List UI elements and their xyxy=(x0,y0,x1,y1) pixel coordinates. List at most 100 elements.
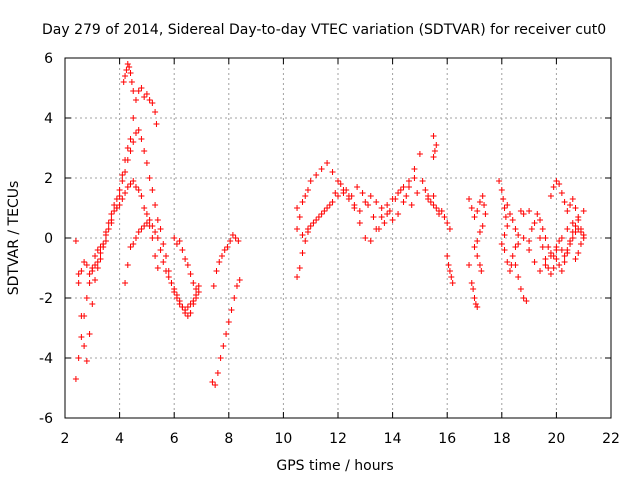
data-point xyxy=(356,220,363,226)
data-point xyxy=(83,262,90,268)
data-point xyxy=(122,280,129,286)
data-point xyxy=(564,208,571,214)
data-point xyxy=(294,205,301,211)
x-tick-label: 16 xyxy=(438,431,456,447)
data-point xyxy=(75,271,82,277)
data-point xyxy=(335,193,341,199)
data-point xyxy=(515,241,522,247)
data-point xyxy=(427,199,434,205)
data-point xyxy=(362,199,369,205)
data-point xyxy=(466,196,473,202)
data-point xyxy=(119,196,126,202)
data-point xyxy=(520,295,527,301)
series-sat-k xyxy=(430,133,440,160)
data-point xyxy=(143,220,150,226)
data-point xyxy=(542,262,549,268)
data-point xyxy=(92,253,99,259)
data-point xyxy=(411,166,418,172)
data-point xyxy=(556,238,563,244)
data-point xyxy=(389,217,396,223)
data-point xyxy=(187,310,194,316)
data-point xyxy=(354,184,361,190)
data-point xyxy=(545,244,552,250)
data-point xyxy=(520,211,527,217)
data-point xyxy=(343,187,350,193)
y-tick-label: -6 xyxy=(39,411,53,427)
data-point xyxy=(135,187,142,193)
data-point xyxy=(545,265,552,271)
data-point xyxy=(397,187,404,193)
data-point xyxy=(537,217,544,223)
data-point xyxy=(515,232,522,238)
data-point xyxy=(111,202,118,208)
data-point xyxy=(146,175,153,181)
data-point xyxy=(224,244,231,250)
data-point xyxy=(223,331,230,337)
data-point xyxy=(356,208,363,214)
data-point xyxy=(152,229,159,235)
data-point xyxy=(501,247,508,253)
data-point xyxy=(378,214,385,220)
data-point xyxy=(152,202,159,208)
data-point xyxy=(419,178,426,184)
data-point xyxy=(553,247,560,253)
data-point xyxy=(375,226,382,232)
plot-frame xyxy=(64,57,612,419)
data-point xyxy=(236,277,243,283)
data-point xyxy=(482,211,489,217)
data-point xyxy=(132,97,139,103)
data-point xyxy=(124,157,131,163)
data-point xyxy=(446,268,453,274)
data-point xyxy=(81,259,88,265)
data-point xyxy=(381,220,388,226)
data-point xyxy=(580,208,587,214)
data-point xyxy=(326,202,333,208)
data-point xyxy=(531,259,538,265)
x-tick-labels: 2 4 6 8 10 12 14 16 18 20 22 xyxy=(61,431,620,447)
data-point xyxy=(179,247,186,253)
data-point xyxy=(446,226,453,232)
data-point xyxy=(233,283,240,289)
data-point xyxy=(550,265,557,271)
data-point xyxy=(430,193,437,199)
data-point xyxy=(517,208,524,214)
data-point xyxy=(411,175,418,181)
data-point xyxy=(558,190,565,196)
x-tick-label: 22 xyxy=(602,431,620,447)
data-point xyxy=(517,286,524,292)
data-point xyxy=(81,313,88,319)
data-point xyxy=(526,247,533,253)
x-tick-label: 14 xyxy=(384,431,402,447)
data-point xyxy=(179,304,186,310)
data-point xyxy=(370,214,377,220)
data-point xyxy=(163,253,170,259)
data-point xyxy=(542,256,549,262)
data-point xyxy=(321,208,328,214)
data-point xyxy=(550,253,557,259)
data-point xyxy=(92,277,99,283)
data-point xyxy=(547,193,554,199)
data-point xyxy=(105,226,112,232)
data-point xyxy=(408,202,415,208)
data-point xyxy=(444,220,451,226)
data-point xyxy=(193,286,200,292)
data-point xyxy=(184,304,191,310)
data-point xyxy=(348,193,355,199)
data-point xyxy=(160,259,167,265)
data-point xyxy=(228,307,235,313)
data-point xyxy=(476,229,483,235)
data-point xyxy=(232,235,239,241)
y-tick-label: 6 xyxy=(44,51,53,67)
data-point xyxy=(130,241,137,247)
data-point xyxy=(512,244,519,250)
data-point xyxy=(141,223,148,229)
data-point xyxy=(444,253,451,259)
data-point xyxy=(466,262,473,268)
data-point xyxy=(539,244,546,250)
data-point xyxy=(78,334,85,340)
data-point xyxy=(135,127,142,133)
data-point xyxy=(550,184,557,190)
data-point xyxy=(537,268,544,274)
data-point xyxy=(92,262,99,268)
data-point xyxy=(472,301,479,307)
